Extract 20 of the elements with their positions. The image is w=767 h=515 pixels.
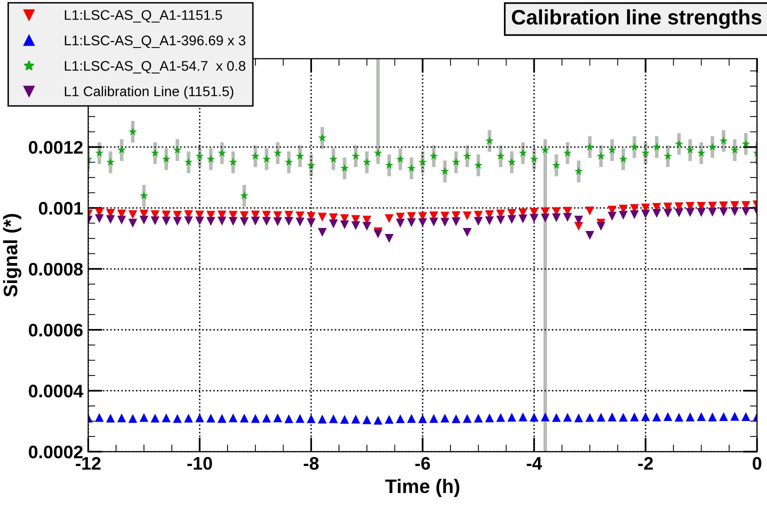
y-tick-label: 0.0008 [28,262,83,276]
y-tick-label: 0.0004 [28,384,84,398]
x-tick-label: 0 [752,456,762,470]
legend-label: L1:LSC-AS_Q_A1-1151.5 [64,10,222,23]
legend-label: L1:LSC-AS_Q_A1-54.7 x 0.8 [64,60,246,74]
y-axis-title: Signal (*) [3,214,22,297]
x-tick-label: -2 [638,456,653,470]
x-tick-label: -12 [76,456,101,470]
legend-label: L1:LSC-AS_Q_A1-396.69 x 3 [64,36,246,48]
y-tick-label: 0.0012 [28,140,83,154]
y-tick-label: 0.0002 [28,446,83,458]
chart-title: Calibration line strengths [512,9,762,29]
x-tick-label: -8 [304,456,319,470]
x-tick-label: -4 [526,457,542,470]
legend-label: L1 Calibration Line (1151.5) [64,86,234,100]
y-tick-label: 0.0006 [28,324,83,337]
x-tick-label: -10 [187,456,212,470]
x-axis-title: Time (h) [385,478,460,498]
x-tick-label: -6 [415,456,430,470]
y-tick-label: 0.001 [38,202,83,215]
